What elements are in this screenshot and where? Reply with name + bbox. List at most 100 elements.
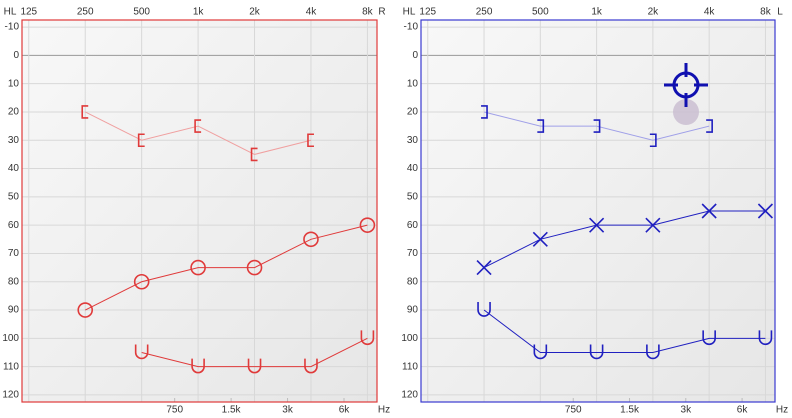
y-tick-label: 90	[8, 305, 20, 316]
marker	[360, 330, 375, 346]
hl-label: HL	[4, 7, 17, 18]
x2-tick-label: 3k	[681, 405, 693, 416]
x-tick-label: 250	[476, 7, 493, 18]
y-tick-label: 80	[407, 276, 419, 287]
unit-label: Hz	[378, 405, 390, 416]
marker	[537, 119, 545, 133]
cursor[interactable]	[664, 63, 708, 125]
y-tick-label: 40	[407, 163, 419, 174]
y-tick-label: 20	[407, 107, 419, 118]
marker	[702, 330, 716, 346]
marker	[190, 259, 206, 276]
y-tick-label: 110	[402, 361, 418, 372]
marker	[81, 105, 89, 119]
marker	[194, 119, 202, 133]
marker	[477, 302, 491, 317]
y-tick-label: 30	[407, 135, 419, 146]
marker	[247, 358, 262, 374]
series-line	[141, 337, 368, 368]
marker	[137, 133, 145, 148]
marker	[645, 217, 661, 233]
x-tick-label: 1k	[193, 7, 205, 18]
marker	[304, 358, 318, 374]
y-tick-label: 60	[407, 220, 419, 231]
x2-tick-label: 750	[565, 405, 582, 416]
marker	[303, 231, 319, 248]
marker	[646, 344, 660, 360]
x-tick-label: 2k	[648, 7, 660, 18]
x2-tick-label: 1.5k	[620, 405, 640, 416]
y-tick-label: 60	[8, 220, 20, 231]
x2-tick-label: 6k	[737, 405, 749, 416]
plot-area	[22, 20, 377, 402]
marker	[134, 344, 149, 360]
y-tick-label: 80	[8, 276, 20, 287]
y-tick-label: 90	[407, 305, 419, 316]
y-tick-label: 120	[2, 390, 19, 401]
y-tick-label: 100	[2, 333, 19, 344]
marker	[649, 133, 657, 148]
x-tick-label: 250	[77, 7, 94, 18]
x-tick-label: 4k	[704, 7, 716, 18]
marker	[706, 119, 713, 133]
x2-tick-label: 6k	[339, 405, 351, 416]
marker	[481, 105, 488, 119]
side-label: R	[378, 7, 385, 18]
x-tick-label: 8k	[362, 7, 374, 18]
marker	[593, 119, 601, 133]
marker	[133, 273, 150, 290]
plot-frame	[420, 19, 776, 403]
marker	[758, 330, 773, 346]
y-tick-label: -10	[5, 22, 20, 33]
marker	[191, 358, 205, 374]
y-tick-label: 70	[407, 248, 419, 259]
x2-tick-label: 750	[166, 405, 183, 416]
series-line	[483, 309, 766, 353]
y-tick-label: 50	[8, 191, 20, 202]
x-tick-label: 500	[532, 7, 549, 18]
cursor-cross	[664, 63, 708, 107]
series-line	[483, 111, 710, 141]
marker	[589, 217, 605, 233]
series-line	[85, 111, 312, 155]
y-tick-label: 120	[401, 390, 418, 401]
cursor-shadow	[673, 99, 699, 125]
side-label: L	[777, 7, 783, 18]
marker	[532, 231, 548, 247]
y-tick-label: 30	[8, 135, 20, 146]
marker	[77, 302, 94, 318]
y-tick-label: 0	[412, 50, 418, 61]
y-tick-label: 0	[13, 50, 19, 61]
series-line	[85, 224, 368, 311]
y-tick-label: 40	[8, 163, 20, 174]
hl-label: HL	[403, 7, 416, 18]
y-tick-label: 100	[401, 333, 418, 344]
x-tick-label: 4k	[306, 7, 318, 18]
x-tick-label: 2k	[249, 7, 261, 18]
marker	[359, 217, 376, 233]
y-tick-label: 10	[407, 78, 419, 89]
y-tick-label: 70	[8, 248, 20, 259]
marker	[476, 260, 492, 276]
x2-tick-label: 3k	[282, 405, 294, 416]
marker	[589, 344, 604, 360]
plot-frame	[21, 19, 378, 403]
x-tick-label: 125	[20, 7, 37, 18]
unit-label: Hz	[776, 405, 788, 416]
x-tick-label: 1k	[591, 7, 603, 18]
marker	[307, 133, 314, 148]
marker	[701, 203, 717, 219]
x-tick-label: 500	[133, 7, 150, 18]
series-line	[483, 210, 766, 269]
marker	[533, 344, 548, 360]
x-tick-label: 125	[419, 7, 436, 18]
y-tick-label: 110	[3, 361, 19, 372]
y-tick-label: 10	[8, 78, 20, 89]
y-tick-label: 20	[8, 107, 20, 118]
x2-tick-label: 1.5k	[222, 405, 242, 416]
y-tick-label: -10	[404, 22, 419, 33]
marker	[246, 259, 263, 276]
y-tick-label: 50	[407, 191, 419, 202]
